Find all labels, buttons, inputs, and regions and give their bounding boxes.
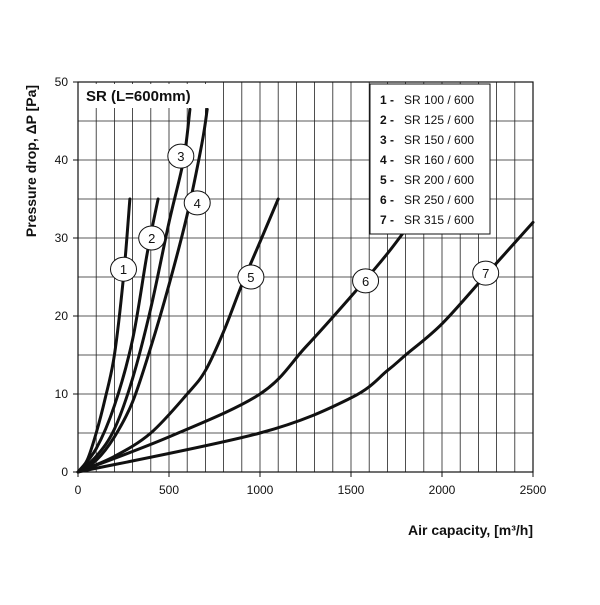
curve-badge-label-3: 3	[177, 149, 184, 164]
plot-frame	[77, 81, 534, 473]
legend-entry: SR 150 / 600	[404, 133, 474, 147]
legend-entry: SR 100 / 600	[404, 93, 474, 107]
curve-badge-3	[167, 143, 195, 169]
legend-number: 1 -	[380, 93, 394, 107]
y-tick-label: 50	[55, 75, 69, 89]
curve-badge-6	[352, 268, 380, 294]
x-tick-label: 1000	[247, 483, 274, 497]
x-tick-label: 2000	[429, 483, 456, 497]
y-tick-label: 30	[55, 231, 69, 245]
x-tick-label: 500	[159, 483, 179, 497]
curve-labels: 1 2 3 4 5 6 7	[110, 143, 500, 294]
legend-entry: SR 200 / 600	[404, 173, 474, 187]
curve-badge-5	[237, 264, 265, 290]
y-tick-label: 10	[55, 387, 69, 401]
legend-entry: SR 250 / 600	[404, 193, 474, 207]
series-line-2	[76, 197, 160, 474]
axes: 0 500 1000 1500 2000 2500 0 10 20 30 40 50	[55, 75, 547, 497]
legend-number: 4 -	[380, 153, 394, 167]
chart-title-box: SR (L=600mm)	[82, 84, 214, 108]
legend-number: 7 -	[380, 213, 394, 227]
legend-number: 2 -	[380, 113, 394, 127]
x-axis-label: Air capacity, [m³/h]	[408, 522, 533, 538]
y-tick-label: 0	[61, 465, 68, 479]
legend-entry: SR 125 / 600	[404, 113, 474, 127]
curve-badge-label-2: 2	[148, 231, 155, 246]
x-tick-label: 1500	[338, 483, 365, 497]
chart-title: SR (L=600mm)	[86, 88, 191, 105]
legend-entry: SR 160 / 600	[404, 153, 474, 167]
legend-number: 3 -	[380, 133, 394, 147]
series-line-5	[76, 197, 280, 474]
legend-entry: SR 315 / 600	[404, 213, 474, 227]
curve-badge-7	[472, 260, 500, 286]
curve-badge-1	[110, 256, 137, 282]
x-tick-label: 2500	[520, 483, 547, 497]
curve-badge-4	[183, 190, 211, 216]
legend: 1 - SR 100 / 600 2 - SR 125 / 600 3 - SR 150 …	[369, 83, 491, 235]
curve-badge-label-1: 1	[120, 262, 127, 277]
x-tick-label: 0	[75, 483, 82, 497]
y-tick-label: 20	[55, 309, 69, 323]
curve-badge-2	[138, 225, 166, 251]
curve-badge-label-7: 7	[482, 266, 489, 281]
series-line-4	[76, 107, 209, 474]
legend-number: 5 -	[380, 173, 394, 187]
curve-badge-label-6: 6	[362, 274, 369, 289]
y-tick-label: 40	[55, 153, 69, 167]
curve-badge-label-5: 5	[247, 270, 254, 285]
legend-number: 6 -	[380, 193, 394, 207]
y-axis-label: Pressure drop, ΔP [Pa]	[23, 85, 39, 237]
curve-badge-label-4: 4	[194, 196, 201, 211]
legend-box	[369, 83, 491, 235]
